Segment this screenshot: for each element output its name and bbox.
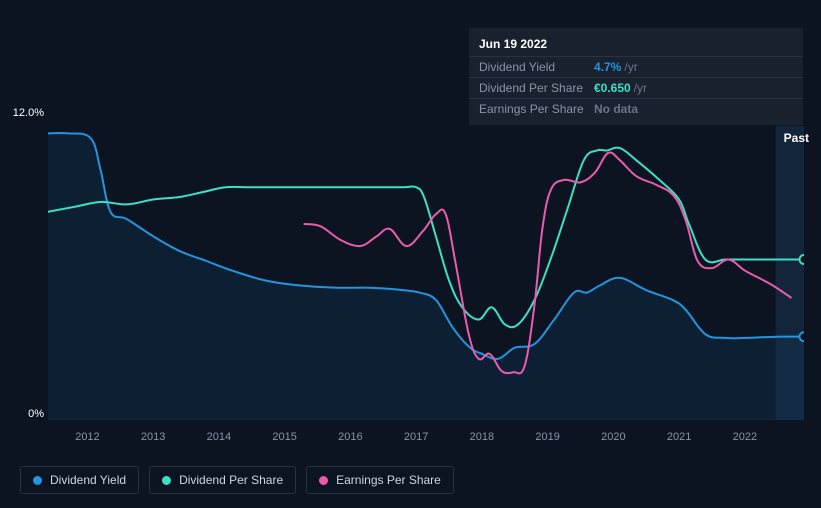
cursor-overlay xyxy=(776,126,804,420)
series-area-dividend-yield xyxy=(48,133,804,420)
past-label: Past xyxy=(784,131,809,145)
y-axis-min-label: 0% xyxy=(0,408,44,420)
legend-item-label: Earnings Per Share xyxy=(336,473,441,487)
y-axis-max-label: 12.0% xyxy=(0,107,44,119)
x-axis: 2012 2013 2014 2015 2016 2017 2018 2019 2020 2021… xyxy=(48,431,804,449)
x-tick-label: 2015 xyxy=(272,431,296,443)
series-end-marker-dividend-per-share xyxy=(800,255,805,264)
legend-item-label: Dividend Yield xyxy=(50,473,126,487)
x-tick-label: 2022 xyxy=(733,431,757,443)
legend-item-dividend-yield[interactable]: Dividend Yield xyxy=(20,466,139,494)
tooltip-row-earnings-per-share: Earnings Per ShareNo data xyxy=(469,98,803,119)
legend-item-dividend-per-share[interactable]: Dividend Per Share xyxy=(149,466,296,494)
x-tick-label: 2016 xyxy=(338,431,362,443)
x-tick-label: 2012 xyxy=(75,431,99,443)
x-tick-label: 2014 xyxy=(207,431,231,443)
legend-dot-icon xyxy=(33,476,42,485)
series-end-marker-dividend-yield xyxy=(800,332,805,341)
tooltip-row-dividend-per-share: Dividend Per Share€0.650/yr xyxy=(469,77,803,98)
tooltip-row-label: Dividend Per Share xyxy=(479,81,594,95)
x-tick-label: 2021 xyxy=(667,431,691,443)
legend-item-earnings-per-share[interactable]: Earnings Per Share xyxy=(306,466,454,494)
dividend-chart: 12.0% 0% Past 20122013201420152016201720… xyxy=(0,0,821,508)
chart-tooltip: Jun 19 2022 Dividend Yield4.7%/yrDividen… xyxy=(469,28,803,125)
x-tick-label: 2020 xyxy=(601,431,625,443)
chart-legend: Dividend Yield Dividend Per Share Earnings… xyxy=(20,466,454,494)
x-tick-label: 2018 xyxy=(470,431,494,443)
x-tick-label: 2019 xyxy=(535,431,559,443)
tooltip-row-dividend-yield: Dividend Yield4.7%/yr xyxy=(469,56,803,77)
tooltip-row-label: Earnings Per Share xyxy=(479,102,594,116)
legend-dot-icon xyxy=(162,476,171,485)
tooltip-row-label: Dividend Yield xyxy=(479,60,594,74)
legend-item-label: Dividend Per Share xyxy=(179,473,283,487)
x-tick-label: 2017 xyxy=(404,431,428,443)
x-tick-label: 2013 xyxy=(141,431,165,443)
tooltip-row-value: €0.650/yr xyxy=(594,81,647,95)
tooltip-row-value: 4.7%/yr xyxy=(594,60,638,74)
tooltip-row-value: No data xyxy=(594,102,638,116)
plot-area[interactable] xyxy=(48,126,804,420)
tooltip-date: Jun 19 2022 xyxy=(469,34,803,56)
legend-dot-icon xyxy=(319,476,328,485)
